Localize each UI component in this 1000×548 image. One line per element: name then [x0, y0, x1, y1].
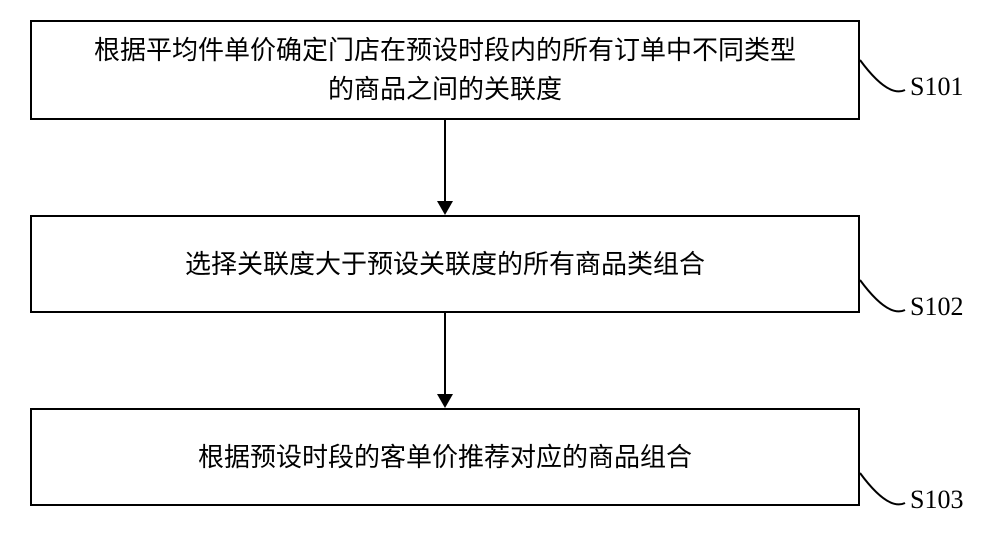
flow-step-text: 选择关联度大于预设关联度的所有商品类组合: [185, 245, 705, 284]
flow-step-text: 根据预设时段的客单价推荐对应的商品组合: [198, 438, 692, 477]
flow-step-s101: 根据平均件单价确定门店在预设时段内的所有订单中不同类型的商品之间的关联度: [30, 20, 860, 120]
flow-step-text: 根据平均件单价确定门店在预设时段内的所有订单中不同类型的商品之间的关联度: [94, 31, 796, 109]
flow-arrow-1: [30, 120, 860, 215]
step-label-s102: S102: [910, 292, 963, 322]
flow-step-s103: 根据预设时段的客单价推荐对应的商品组合: [30, 408, 860, 506]
step-label-s101: S101: [910, 72, 963, 102]
flow-step-s102: 选择关联度大于预设关联度的所有商品类组合: [30, 215, 860, 313]
step-label-s103: S103: [910, 485, 963, 515]
flow-arrow-2: [30, 313, 860, 408]
